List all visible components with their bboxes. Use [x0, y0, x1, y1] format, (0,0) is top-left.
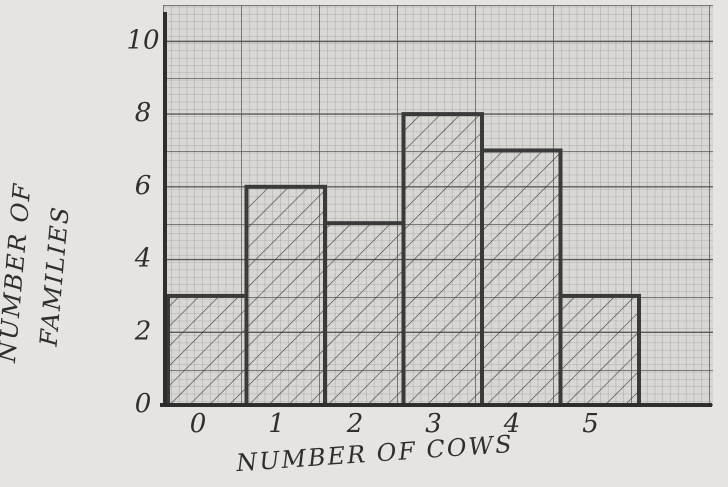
page: NUMBER OF COWS NUMBER OF FAMILIES 024681…	[0, 0, 728, 487]
y-tick-label: 6	[135, 171, 152, 201]
bar	[247, 187, 326, 405]
x-tick-label: 4	[503, 409, 521, 439]
y-axis-label: FAMILIES	[34, 204, 74, 348]
bar	[168, 296, 247, 405]
y-tick-label: 4	[134, 244, 152, 274]
chart: NUMBER OF COWS NUMBER OF FAMILIES 024681…	[0, 0, 728, 487]
bar	[561, 296, 640, 405]
x-tick-label: 1	[268, 409, 285, 439]
bar	[482, 150, 561, 405]
x-tick-label: 0	[190, 409, 207, 439]
y-tick-label: 10	[126, 25, 159, 55]
y-tick-label: 0	[135, 389, 152, 419]
y-tick-label: 8	[135, 98, 152, 128]
y-axis-label: NUMBER OF	[0, 181, 37, 365]
bar	[325, 223, 404, 405]
y-tick-label: 2	[134, 316, 152, 346]
x-tick-label: 3	[425, 409, 442, 439]
x-tick-label: 5	[582, 409, 599, 439]
x-tick-label: 2	[346, 409, 364, 439]
bar	[404, 114, 483, 405]
